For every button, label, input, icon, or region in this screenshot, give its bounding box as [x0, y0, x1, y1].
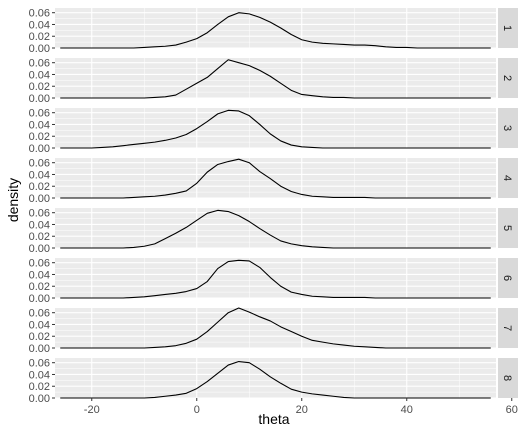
y-tick-label: 0.00 [29, 343, 50, 355]
facet-strip-label: 5 [501, 225, 513, 231]
y-tick-label: 0.02 [29, 381, 50, 393]
density-line-3 [60, 109, 491, 149]
y-tick-label: 0.02 [29, 281, 50, 293]
y-tick-label: 0.06 [29, 208, 50, 220]
y-tick-label: 0.00 [29, 193, 50, 205]
facet-strip-label: 3 [501, 125, 513, 131]
panel-background [55, 8, 496, 48]
facet-strip [498, 58, 518, 98]
density-line-6 [60, 259, 491, 299]
facet-strip-label: 8 [501, 375, 513, 381]
panel-background [55, 58, 496, 98]
y-tick-label: 0.06 [29, 258, 50, 270]
density-line-2 [60, 59, 491, 99]
y-tick-label: 0.02 [29, 331, 50, 343]
facet-panels: 0.000.020.040.0610.000.020.040.0620.000.… [29, 8, 518, 405]
y-tick-label: 0.06 [29, 158, 50, 170]
y-tick-label: 0.04 [29, 319, 50, 331]
y-tick-label: 0.02 [29, 231, 50, 243]
y-tick-label: 0.00 [29, 393, 50, 405]
y-tick-label: 0.06 [29, 358, 50, 370]
y-tick-label: 0.00 [29, 293, 50, 305]
y-tick-label: 0.00 [29, 243, 50, 255]
panel-background [55, 308, 496, 348]
density-line-5 [60, 209, 491, 249]
facet-strip-label: 1 [501, 25, 513, 31]
x-tick-label: 0 [194, 404, 200, 416]
x-tick-label: 40 [401, 404, 413, 416]
facet-panel: 0.000.020.040.06 2 [29, 58, 518, 105]
y-tick-label: 0.02 [29, 181, 50, 193]
facet-strip [498, 8, 518, 48]
y-tick-label: 0.04 [29, 69, 50, 81]
panel-background [55, 108, 496, 148]
x-axis: -20 0 20 40 60 [84, 398, 518, 416]
x-axis-title: theta [258, 411, 289, 427]
x-tick-label: 20 [296, 404, 308, 416]
facet-strip [498, 258, 518, 298]
y-tick-label: 0.06 [29, 308, 50, 320]
facet-panel: 0.000.020.040.06 6 [29, 258, 518, 305]
facet-panel: 0.000.020.040.06 8 [29, 358, 518, 405]
x-tick-label: 60 [506, 404, 518, 416]
y-tick-label: 0.00 [29, 143, 50, 155]
y-tick-label: 0.02 [29, 81, 50, 93]
facet-strip [498, 108, 518, 148]
facet-strip [498, 308, 518, 348]
panel-background [55, 258, 496, 298]
y-tick-label: 0.00 [29, 43, 50, 55]
facet-strip-label: 4 [501, 175, 513, 181]
panel-background [55, 358, 496, 398]
y-tick-label: 0.04 [29, 169, 50, 181]
facet-strip [498, 208, 518, 248]
y-tick-label: 0.06 [29, 58, 50, 70]
y-tick-label: 0.04 [29, 119, 50, 131]
y-tick-label: 0.02 [29, 131, 50, 143]
facet-panel: 0.000.020.040.06 4 [29, 158, 518, 205]
y-axis-title: density [5, 178, 21, 222]
density-line-7 [60, 307, 491, 349]
facet-panel: 0.000.020.040.06 1 [29, 8, 518, 55]
facet-strip [498, 158, 518, 198]
x-tick-label: -20 [84, 404, 100, 416]
y-tick-label: 0.02 [29, 31, 50, 43]
density-line-8 [60, 360, 491, 399]
y-tick-label: 0.04 [29, 19, 50, 31]
y-tick-label: 0.06 [29, 8, 50, 20]
facet-strip-label: 2 [501, 75, 513, 81]
panel-background [55, 158, 496, 198]
facet-panel: 0.000.020.040.06 5 [29, 208, 518, 255]
facet-strip [498, 358, 518, 398]
density-line-1 [60, 12, 491, 49]
density-line-4 [60, 158, 491, 199]
facet-strip-label: 7 [501, 325, 513, 331]
facet-strip-label: 6 [501, 275, 513, 281]
y-tick-label: 0.04 [29, 219, 50, 231]
panel-background [55, 208, 496, 248]
facet-panel: 0.000.020.040.06 3 [29, 108, 518, 155]
facet-panel: 0.000.020.040.06 7 [29, 307, 518, 355]
y-tick-label: 0.04 [29, 269, 50, 281]
y-tick-label: 0.04 [29, 369, 50, 381]
y-tick-label: 0.06 [29, 108, 50, 120]
y-tick-label: 0.00 [29, 93, 50, 105]
